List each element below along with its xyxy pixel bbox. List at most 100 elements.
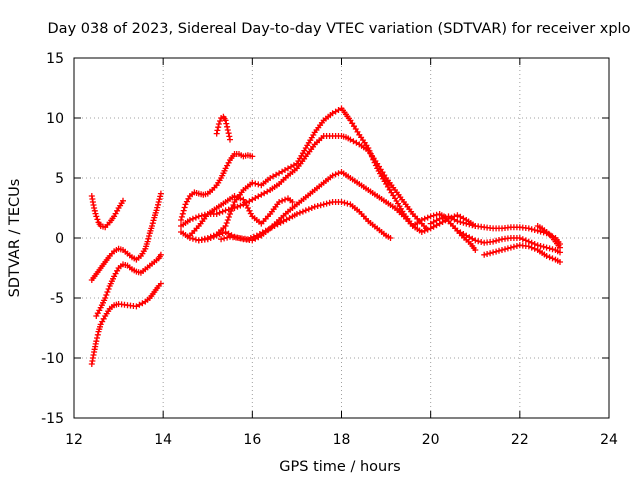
- x-tick-label: 20: [422, 432, 440, 448]
- data-point: [223, 120, 230, 127]
- data-point: [537, 243, 544, 249]
- data-point: [157, 190, 164, 197]
- data-point: [215, 121, 222, 127]
- data-point: [296, 209, 303, 216]
- data-point: [105, 286, 112, 292]
- data-point: [421, 215, 428, 222]
- y-tick-label: 5: [55, 171, 64, 187]
- data-point: [424, 214, 431, 221]
- data-point: [531, 227, 538, 233]
- data-point: [244, 236, 251, 243]
- data-point: [255, 181, 262, 188]
- data-point: [234, 194, 241, 201]
- data-point: [157, 251, 164, 258]
- data-point: [496, 247, 502, 254]
- series-track-n: [481, 242, 563, 265]
- x-axis-label: GPS time / hours: [279, 459, 400, 475]
- data-point: [222, 207, 229, 214]
- data-point: [366, 147, 373, 154]
- data-point: [332, 171, 339, 178]
- data-point: [180, 207, 187, 214]
- y-axis-label: SDTVAR / TECUs: [7, 179, 23, 298]
- data-point: [92, 210, 99, 217]
- series-track-j: [186, 193, 296, 239]
- data-point: [289, 199, 296, 205]
- x-tick-label: 12: [65, 432, 83, 448]
- data-point: [525, 243, 532, 250]
- data-point: [222, 223, 229, 229]
- data-point: [213, 211, 220, 217]
- data-point: [472, 237, 479, 244]
- data-point: [223, 220, 230, 226]
- data-point: [226, 133, 233, 140]
- data-point: [228, 208, 235, 214]
- data-point: [546, 254, 553, 261]
- data-point: [186, 217, 193, 223]
- data-point: [317, 202, 324, 209]
- data-point: [546, 245, 553, 252]
- data-point: [490, 238, 497, 245]
- data-point: [490, 249, 497, 256]
- data-point: [93, 213, 100, 220]
- data-point: [365, 145, 372, 151]
- data-point: [234, 203, 241, 210]
- data-point: [104, 289, 111, 295]
- y-tick-label: -10: [41, 351, 64, 367]
- data-point: [311, 203, 318, 210]
- data-point: [207, 235, 214, 241]
- data-point: [472, 247, 479, 253]
- data-point: [335, 170, 342, 177]
- data-point: [120, 197, 126, 204]
- data-point: [230, 202, 237, 208]
- series-track-k: [218, 199, 394, 243]
- data-point: [103, 292, 110, 298]
- data-point: [155, 201, 161, 208]
- y-tick-label: 0: [55, 231, 64, 247]
- x-tick-label: 16: [243, 432, 261, 448]
- data-point: [210, 233, 217, 240]
- data-point: [214, 127, 221, 134]
- data-point: [150, 217, 157, 224]
- data-point: [102, 295, 109, 301]
- data-point: [367, 150, 374, 157]
- data-point: [192, 236, 199, 243]
- data-point: [224, 123, 231, 130]
- data-point: [525, 225, 532, 232]
- data-point: [231, 193, 238, 199]
- data-point: [213, 232, 220, 239]
- data-point: [344, 200, 351, 207]
- data-point: [149, 220, 156, 227]
- data-point: [154, 204, 161, 211]
- data-point: [540, 243, 547, 250]
- data-point: [516, 235, 523, 241]
- x-tick-label: 22: [511, 432, 529, 448]
- data-point: [224, 217, 231, 223]
- data-point: [195, 213, 202, 220]
- data-point: [460, 219, 467, 226]
- x-tick-label: 18: [333, 432, 351, 448]
- data-point: [326, 199, 333, 206]
- data-point: [94, 216, 101, 223]
- data-point: [94, 331, 101, 338]
- data-point: [91, 207, 98, 214]
- series-track-c: [93, 251, 164, 319]
- data-point: [222, 117, 229, 124]
- data-point: [418, 217, 425, 223]
- y-tick-label: 10: [46, 111, 64, 127]
- data-point: [302, 207, 309, 214]
- data-point: [293, 211, 300, 217]
- data-point: [217, 118, 223, 124]
- data-point: [372, 162, 379, 169]
- data-point: [481, 251, 488, 258]
- data-point: [528, 244, 535, 251]
- data-point: [338, 199, 345, 205]
- data-point: [469, 222, 476, 229]
- data-point: [227, 211, 233, 217]
- data-point: [371, 159, 378, 166]
- data-point: [463, 220, 470, 227]
- data-point: [145, 235, 152, 242]
- data-point: [189, 235, 196, 242]
- data-point: [227, 136, 233, 143]
- data-point: [519, 236, 526, 243]
